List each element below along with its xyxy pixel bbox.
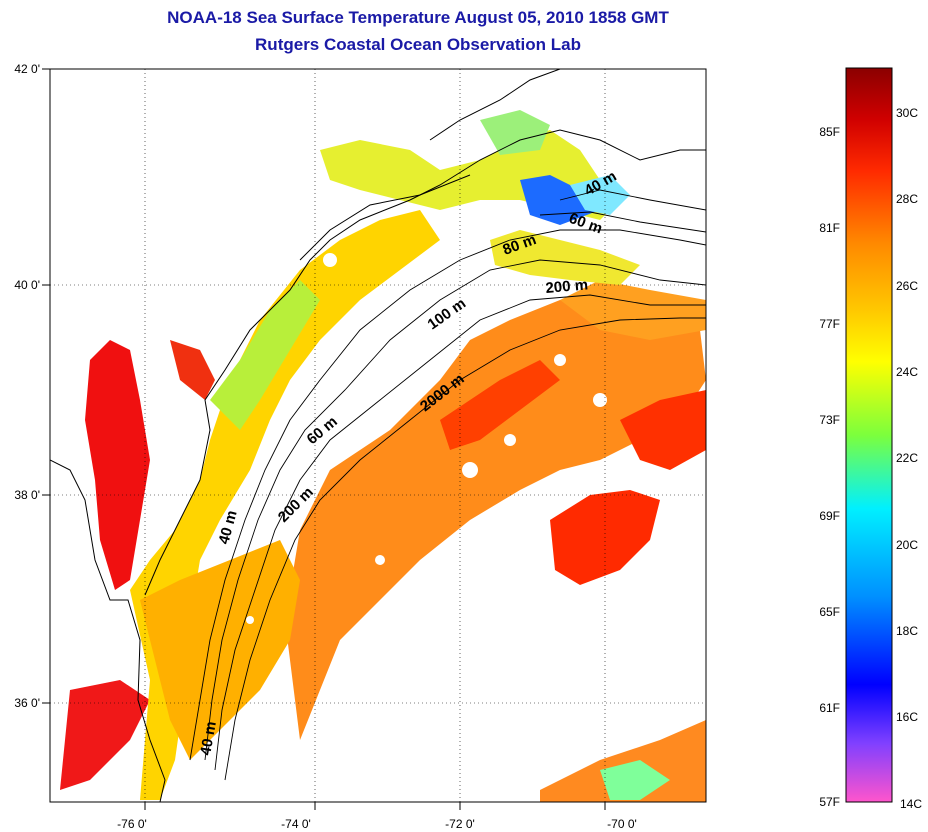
celsius-label: 30C [896, 106, 918, 120]
lon-label: -72 0' [445, 817, 475, 831]
coastal-cool-strip [210, 280, 320, 430]
fahrenheit-label: 85F [819, 125, 840, 139]
lon-label: -74 0' [281, 817, 311, 831]
cloud-mask [246, 253, 649, 624]
bathymetry-contours [189, 189, 706, 781]
cape-cod-water [480, 110, 550, 155]
fahrenheit-label: 65F [819, 605, 840, 619]
colorbar-fahrenheit-labels: 85F 81F 77F 73F 69F 65F 61F 57F [819, 125, 840, 809]
lat-label: 38 0' [14, 488, 40, 502]
lat-label: 42 0' [14, 62, 40, 76]
celsius-label: 16C [896, 710, 918, 724]
fahrenheit-label: 73F [819, 413, 840, 427]
latitude-labels: 42 0' 40 0' 38 0' 36 0' [14, 62, 40, 710]
fahrenheit-label: 69F [819, 509, 840, 523]
fahrenheit-label: 57F [819, 795, 840, 809]
fahrenheit-label: 61F [819, 701, 840, 715]
lon-label: -70 0' [607, 817, 637, 831]
map-title: NOAA-18 Sea Surface Temperature August 0… [167, 8, 669, 27]
celsius-label: 14C [900, 797, 922, 811]
celsius-label: 22C [896, 451, 918, 465]
fahrenheit-label: 81F [819, 221, 840, 235]
cool-patch [570, 175, 630, 215]
celsius-label: 18C [896, 624, 918, 638]
delaware-bay [170, 340, 215, 400]
axis-ticks [42, 68, 606, 810]
lon-label: -76 0' [117, 817, 147, 831]
hot-patch [440, 360, 560, 450]
colorbar [845, 67, 893, 803]
celsius-label: 26C [896, 279, 918, 293]
longitude-labels: -76 0' -74 0' -72 0' -70 0' [117, 817, 637, 831]
plot-frame [49, 68, 707, 803]
celsius-label: 28C [896, 192, 918, 206]
map-subtitle: Rutgers Coastal Ocean Observation Lab [255, 35, 581, 54]
shelf-front [490, 230, 640, 285]
hot-patch [620, 390, 706, 470]
chesapeake-bay [85, 340, 150, 590]
pamlico-sound [60, 680, 150, 790]
southeast-cool-patch [600, 760, 670, 800]
contour-label: 200 m [545, 276, 589, 297]
contour-label: 40 m [197, 720, 220, 757]
offshore-warm-region [285, 300, 706, 740]
colorbar-celsius-labels: 30C 28C 26C 24C 22C 20C 18C 16C 14C [896, 106, 922, 811]
lat-label: 36 0' [14, 696, 40, 710]
shelf-break-warm [560, 280, 706, 340]
fahrenheit-label: 77F [819, 317, 840, 331]
lat-label: 40 0' [14, 278, 40, 292]
graticule [50, 69, 706, 802]
celsius-label: 24C [896, 365, 918, 379]
coastline [50, 69, 706, 802]
celsius-label: 20C [896, 538, 918, 552]
